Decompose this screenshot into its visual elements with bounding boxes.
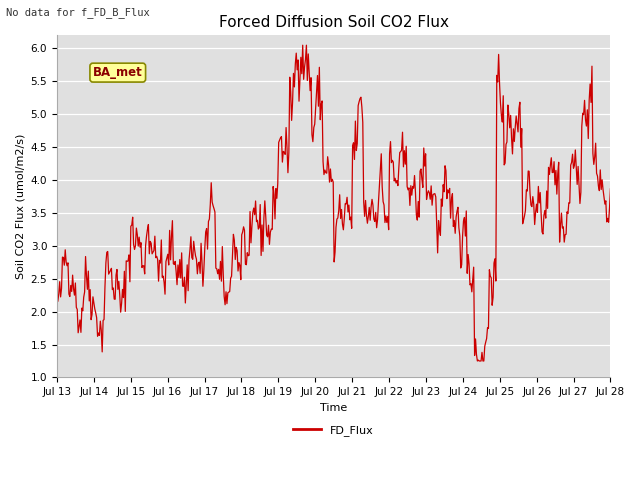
Text: BA_met: BA_met [93, 66, 143, 79]
Legend: FD_Flux: FD_Flux [289, 420, 378, 440]
X-axis label: Time: Time [320, 403, 348, 413]
Text: No data for f_FD_B_Flux: No data for f_FD_B_Flux [6, 7, 150, 18]
Y-axis label: Soil CO2 Flux (umol/m2/s): Soil CO2 Flux (umol/m2/s) [15, 134, 25, 279]
Title: Forced Diffusion Soil CO2 Flux: Forced Diffusion Soil CO2 Flux [219, 15, 449, 30]
